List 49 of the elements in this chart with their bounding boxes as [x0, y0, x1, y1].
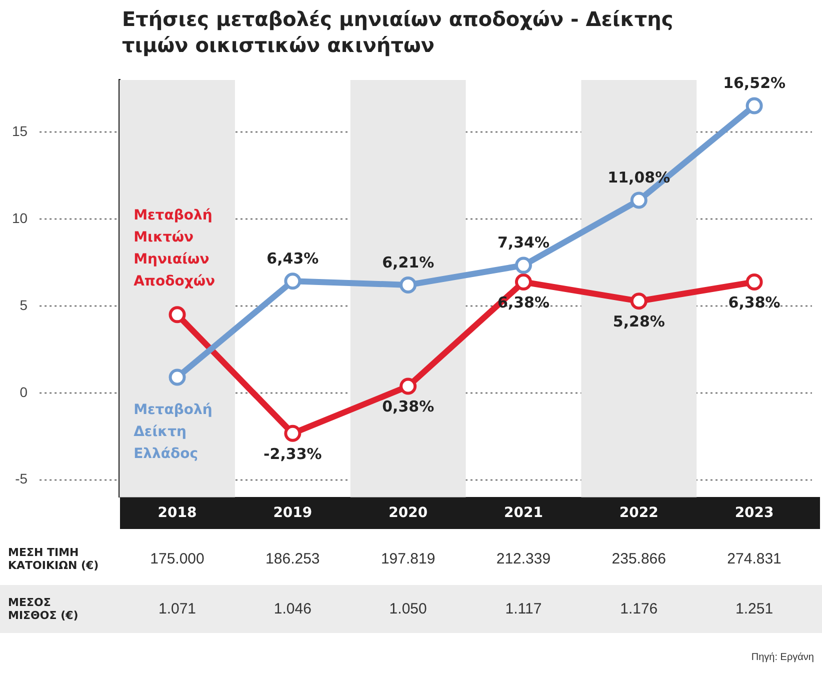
data-label: 0,38%	[382, 398, 434, 416]
text: 186.253	[266, 550, 320, 568]
point	[630, 292, 648, 310]
x-tick-label: 2020	[388, 505, 428, 522]
point	[400, 276, 417, 294]
text: 235.866	[612, 550, 666, 568]
data-label: 16,52%	[723, 74, 786, 92]
y-tick-label: 15	[12, 123, 28, 140]
text: Μεταβολή Μικτών Μηνιαίων Αποδοχών	[134, 207, 216, 290]
data-label: 5,28%	[612, 312, 665, 331]
point	[514, 273, 532, 290]
point	[284, 424, 302, 442]
x-tick-label: 2023	[734, 505, 774, 522]
data-label: 7,34%	[497, 234, 550, 252]
text: 1.176	[620, 600, 658, 618]
text: 1.071	[158, 600, 196, 618]
y-tick-label: 10	[12, 210, 28, 226]
data-label: 6,43%	[266, 250, 319, 268]
text: 1.117	[505, 600, 542, 618]
x-tick-label: 2021	[504, 505, 543, 522]
x-tick-label: 2022	[619, 505, 658, 522]
text: ΜΕΣΟΣ ΜΙΣΘΟΣ (€)	[8, 596, 80, 622]
point	[746, 273, 763, 290]
y-tick-label: 5	[20, 296, 28, 313]
text: ΜΕΣΗ ΤΙΜΗ ΚΑΤΟΙΚΙΩΝ (€)	[8, 546, 100, 572]
text: Πηγή: Εργάνη	[751, 652, 814, 663]
point	[514, 256, 532, 274]
data-label: 6,21%	[382, 253, 434, 272]
text: 175.000	[150, 550, 204, 568]
x-tick-label: 2018	[158, 505, 197, 522]
x-tick-label: 2019	[273, 505, 312, 522]
text: Μεταβολή Δείκτη Ελλάδος	[134, 402, 212, 462]
point	[630, 192, 648, 209]
point	[746, 97, 763, 114]
point	[284, 272, 302, 290]
text: 274.831	[727, 550, 782, 568]
y-tick-label: -5	[15, 470, 28, 487]
data-label: 6,38%	[728, 293, 780, 312]
y-tick-label: 0	[20, 384, 28, 400]
text: 197.819	[380, 550, 436, 568]
text: 1.050	[389, 600, 427, 618]
text: 1.046	[274, 600, 312, 618]
point	[168, 368, 186, 386]
text: 212.339	[496, 550, 551, 568]
chart-title: Ετήσιες μεταβολές μηνιαίων αποδοχών - Δείκτης τιμών οικιστικών ακινήτων	[122, 6, 674, 58]
point	[168, 306, 186, 324]
point	[400, 378, 417, 395]
data-label: -2,33%	[264, 444, 322, 463]
text: 1.251	[736, 600, 774, 618]
